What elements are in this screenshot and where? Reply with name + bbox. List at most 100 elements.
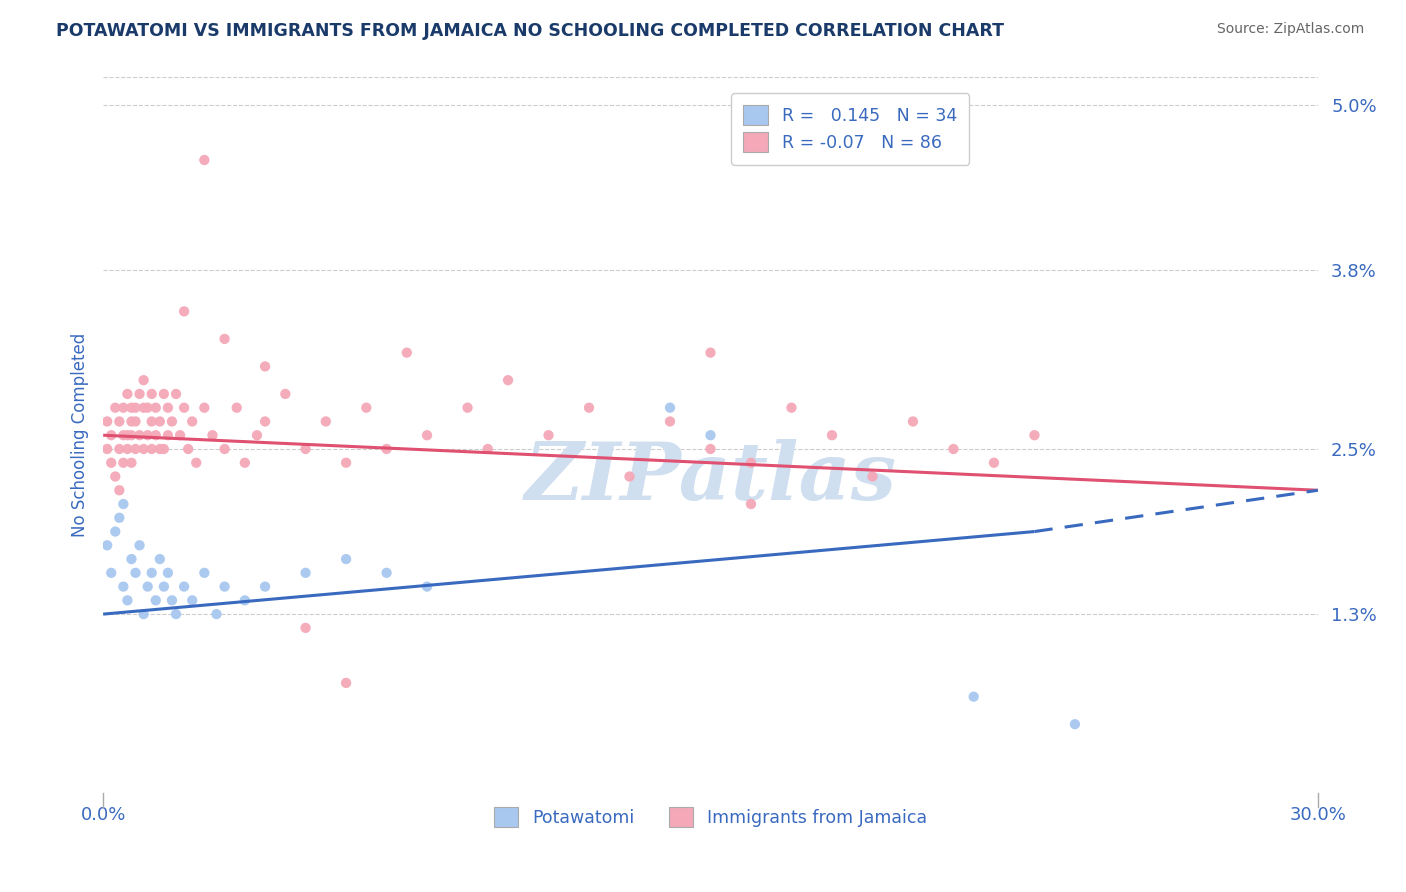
Point [132,401,155,415]
Point [149,552,172,566]
Point [145,428,167,442]
Point [1064,717,1087,731]
Point [117,593,139,607]
Point [169,428,191,442]
Point [153,580,176,594]
Point [254,414,277,428]
Point [104,524,127,539]
Point [124,442,146,456]
Point [201,428,224,442]
Point [699,428,721,442]
Point [862,469,884,483]
Point [335,456,357,470]
Y-axis label: No Schooling Completed: No Schooling Completed [72,333,89,537]
Point [108,483,131,498]
Point [160,593,183,607]
Point [104,401,127,415]
Point [145,593,167,607]
Point [740,456,762,470]
Point [156,401,179,415]
Point [108,510,131,524]
Point [254,580,277,594]
Point [141,442,163,456]
Point [156,566,179,580]
Point [193,401,215,415]
Point [165,387,187,401]
Point [821,428,844,442]
Point [104,469,127,483]
Point [153,387,176,401]
Point [740,497,762,511]
Point [173,304,195,318]
Point [496,373,519,387]
Point [141,414,163,428]
Point [100,428,122,442]
Point [214,442,236,456]
Point [416,580,439,594]
Point [108,442,131,456]
Point [375,442,398,456]
Point [132,607,155,621]
Text: POTAWATOMI VS IMMIGRANTS FROM JAMAICA NO SCHOOLING COMPLETED CORRELATION CHART: POTAWATOMI VS IMMIGRANTS FROM JAMAICA NO… [56,22,1004,40]
Point [659,401,682,415]
Point [141,566,163,580]
Point [112,401,135,415]
Legend: Potawatomi, Immigrants from Jamaica: Potawatomi, Immigrants from Jamaica [486,800,934,834]
Point [375,566,398,580]
Text: ZIPatlas: ZIPatlas [524,440,897,516]
Point [193,153,215,167]
Point [254,359,277,374]
Point [117,442,139,456]
Point [149,414,172,428]
Point [96,538,118,552]
Point [112,580,135,594]
Point [100,566,122,580]
Point [578,401,600,415]
Point [294,566,316,580]
Point [177,442,200,456]
Point [315,414,337,428]
Point [659,414,682,428]
Point [395,345,418,359]
Point [149,442,172,456]
Point [136,401,159,415]
Point [112,456,135,470]
Point [124,566,146,580]
Point [780,401,803,415]
Point [121,456,143,470]
Point [124,401,146,415]
Point [963,690,986,704]
Point [477,442,499,456]
Point [117,387,139,401]
Point [136,428,159,442]
Point [128,538,150,552]
Point [132,373,155,387]
Point [132,442,155,456]
Point [274,387,297,401]
Point [136,580,159,594]
Point [141,387,163,401]
Point [537,428,560,442]
Point [121,552,143,566]
Point [335,552,357,566]
Point [416,428,439,442]
Point [619,469,641,483]
Point [121,428,143,442]
Point [356,401,378,415]
Point [335,676,357,690]
Point [128,387,150,401]
Point [942,442,965,456]
Point [121,414,143,428]
Point [145,401,167,415]
Point [181,414,204,428]
Point [108,414,131,428]
Point [112,497,135,511]
Point [225,401,247,415]
Point [121,401,143,415]
Point [153,442,176,456]
Point [173,401,195,415]
Point [100,456,122,470]
Point [1024,428,1046,442]
Point [901,414,924,428]
Point [699,345,721,359]
